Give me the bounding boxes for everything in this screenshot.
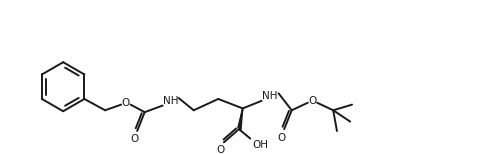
Polygon shape (238, 108, 243, 131)
Text: NH: NH (262, 91, 278, 101)
Text: OH: OH (252, 140, 269, 150)
Text: O: O (277, 133, 285, 143)
Text: O: O (308, 96, 316, 106)
Text: O: O (122, 98, 130, 108)
Text: O: O (216, 145, 224, 154)
Text: O: O (130, 134, 138, 144)
Text: NH: NH (163, 96, 179, 106)
